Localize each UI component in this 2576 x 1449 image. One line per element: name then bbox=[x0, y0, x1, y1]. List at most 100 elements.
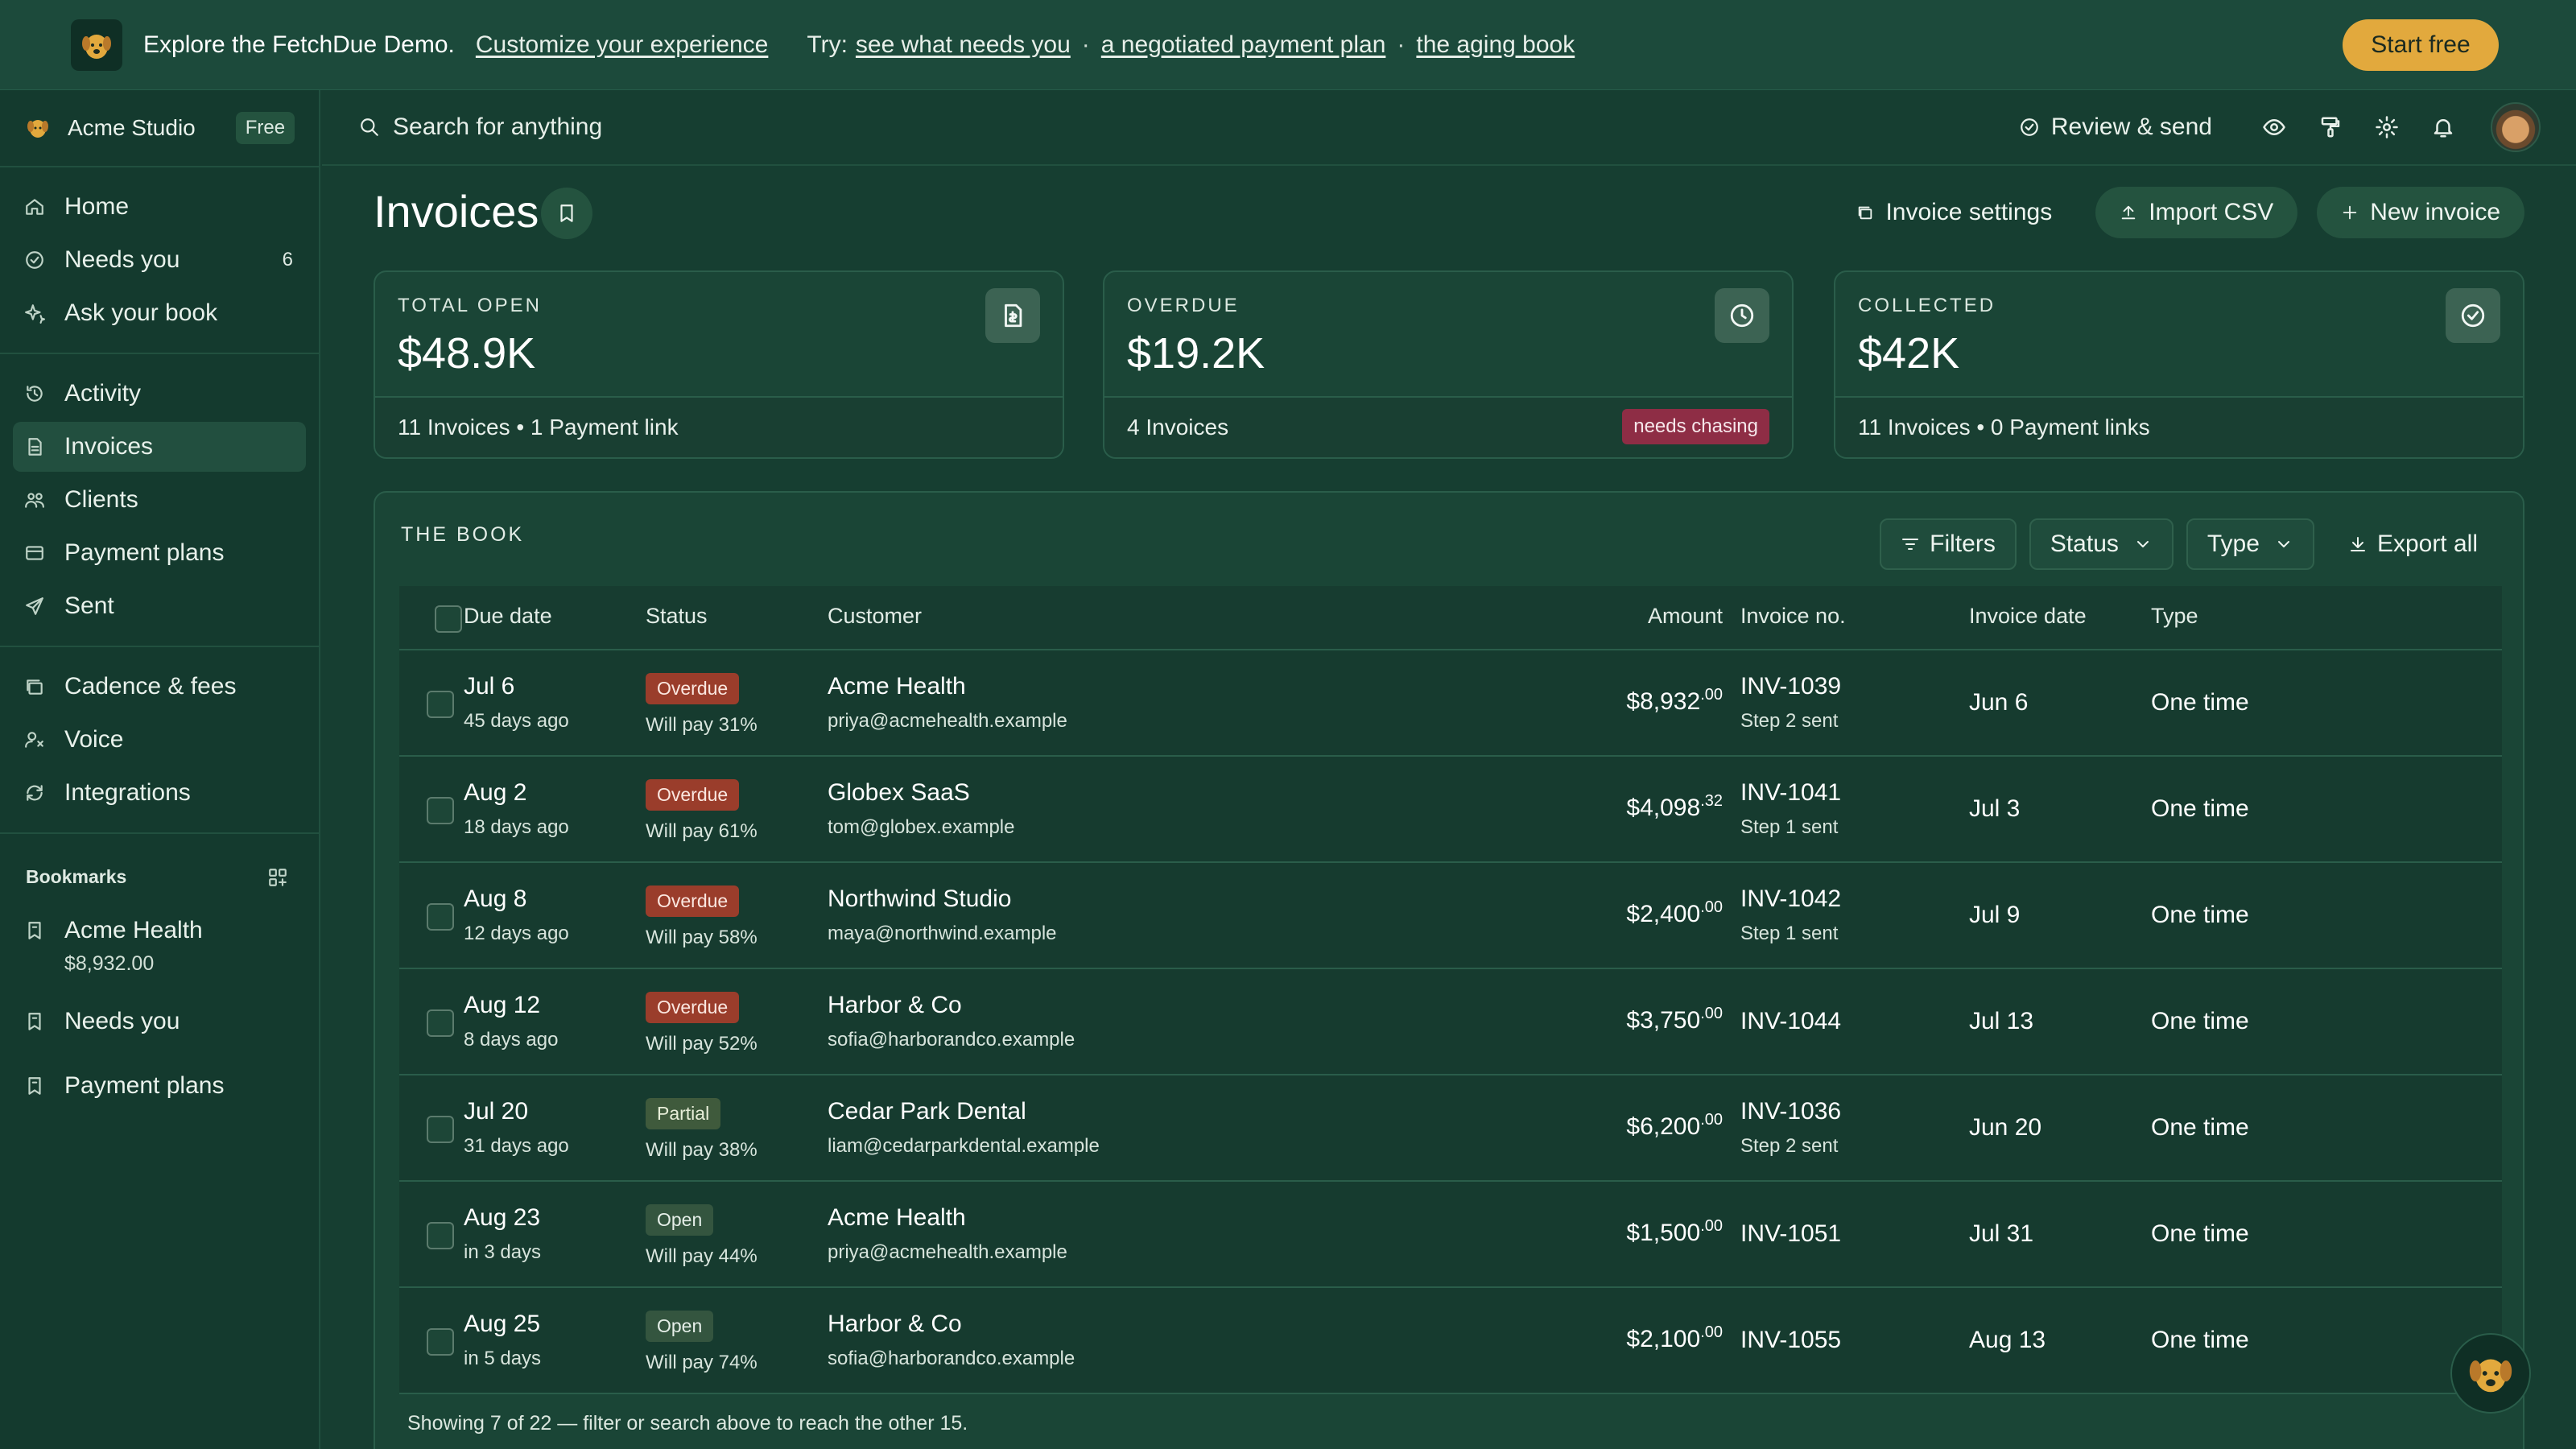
import-csv-button[interactable]: Import CSV bbox=[2095, 187, 2298, 238]
table-row[interactable]: Aug 2 18 days ago Overdue Will pay 61% Globe… bbox=[399, 757, 2502, 863]
bookmark-needs-you[interactable]: Needs you bbox=[0, 997, 319, 1046]
chevron-down-icon bbox=[2274, 535, 2293, 554]
customer-email: priya@acmehealth.example bbox=[828, 1241, 1067, 1263]
needs-you-link[interactable]: see what needs you bbox=[855, 31, 1071, 58]
sidebar-item-clients[interactable]: Clients bbox=[13, 475, 306, 525]
row-checkbox[interactable] bbox=[427, 691, 454, 718]
due-date: Jul 20 bbox=[464, 1098, 529, 1125]
invoice-type: One time bbox=[2151, 1327, 2249, 1353]
sidebar-item-label: Activity bbox=[64, 380, 142, 407]
filters-button[interactable]: Filters bbox=[1880, 518, 2017, 570]
bell-icon[interactable] bbox=[2431, 115, 2455, 139]
due-relative: 12 days ago bbox=[464, 923, 569, 944]
invoice-number[interactable]: INV-1042 bbox=[1740, 886, 1842, 912]
sidebar-item-ask-your-book[interactable]: Ask your book bbox=[13, 288, 306, 338]
table-row[interactable]: Aug 12 8 days ago Overdue Will pay 52% Harbo… bbox=[399, 969, 2502, 1075]
stat-card-total-open[interactable]: TOTAL OPEN $48.9K 11 Invoices • 1 Paymen… bbox=[374, 270, 1064, 459]
workspace-logo-icon bbox=[27, 120, 48, 138]
type-dropdown[interactable]: Type bbox=[2186, 518, 2314, 570]
table-row[interactable]: Jul 20 31 days ago Partial Will pay 38% Ceda… bbox=[399, 1075, 2502, 1182]
status-dropdown[interactable]: Status bbox=[2029, 518, 2174, 570]
invoice-number[interactable]: INV-1041 bbox=[1740, 779, 1842, 806]
start-free-button[interactable]: Start free bbox=[2343, 19, 2499, 71]
invoice-number[interactable]: INV-1036 bbox=[1740, 1098, 1842, 1125]
customer-cell: Acme Health priya@acmehealth.example bbox=[828, 673, 1067, 733]
sidebar-item-sent[interactable]: Sent bbox=[13, 581, 306, 631]
status-cell: Overdue Will pay 52% bbox=[646, 992, 758, 1055]
sidebar-item-integrations[interactable]: Integrations bbox=[13, 768, 306, 818]
column-header-due-date[interactable]: Due date bbox=[464, 604, 552, 628]
customer-name[interactable]: Globex SaaS bbox=[828, 779, 970, 806]
customer-name[interactable]: Acme Health bbox=[828, 673, 966, 700]
bookmark-payment-plans[interactable]: Payment plans bbox=[0, 1061, 319, 1111]
invoice-number[interactable]: INV-1039 bbox=[1740, 673, 1842, 700]
invoice-settings-label: Invoice settings bbox=[1885, 199, 2053, 225]
sidebar-item-invoices[interactable]: Invoices bbox=[13, 422, 306, 472]
customer-name[interactable]: Harbor & Co bbox=[828, 992, 962, 1018]
invoice-type: One time bbox=[2151, 902, 2249, 928]
table-body: Jul 6 45 days ago Overdue Will pay 31% Acme … bbox=[399, 650, 2502, 1394]
invoice-number[interactable]: INV-1051 bbox=[1740, 1220, 1842, 1247]
column-header-invoice-date[interactable]: Invoice date bbox=[1969, 604, 2087, 628]
column-header-type[interactable]: Type bbox=[2151, 604, 2198, 628]
column-header-invoice-no[interactable]: Invoice no. bbox=[1740, 604, 1846, 628]
workspace-switcher[interactable]: Acme Studio Free bbox=[0, 90, 319, 166]
customer-name[interactable]: Acme Health bbox=[828, 1204, 966, 1231]
search-input[interactable]: Search for anything bbox=[359, 114, 602, 141]
row-checkbox[interactable] bbox=[427, 1009, 454, 1037]
aging-book-link[interactable]: the aging book bbox=[1416, 31, 1575, 58]
sidebar-item-label: Cadence & fees bbox=[64, 673, 237, 700]
select-all-checkbox[interactable] bbox=[435, 605, 462, 633]
review-send-button[interactable]: Review & send bbox=[2019, 114, 2212, 141]
row-checkbox[interactable] bbox=[427, 1222, 454, 1249]
sidebar-item-label: Payment plans bbox=[64, 539, 225, 566]
table-row[interactable]: Jul 6 45 days ago Overdue Will pay 31% Acme … bbox=[399, 650, 2502, 757]
table-row[interactable]: Aug 23 in 3 days Open Will pay 44% Acme Heal… bbox=[399, 1182, 2502, 1288]
card-icon bbox=[24, 543, 45, 564]
customize-link[interactable]: Customize your experience bbox=[475, 31, 769, 58]
paint-roller-icon[interactable] bbox=[2318, 115, 2343, 139]
row-checkbox[interactable] bbox=[427, 903, 454, 931]
avatar[interactable] bbox=[2491, 102, 2541, 152]
sidebar-item-activity[interactable]: Activity bbox=[13, 369, 306, 419]
column-header-status[interactable]: Status bbox=[646, 604, 708, 628]
invoice-number[interactable]: INV-1055 bbox=[1740, 1327, 1842, 1353]
customer-name[interactable]: Cedar Park Dental bbox=[828, 1098, 1026, 1125]
sidebar-item-needs-you[interactable]: Needs you 6 bbox=[13, 235, 306, 285]
bookmark-page-button[interactable] bbox=[541, 188, 592, 239]
table-row[interactable]: Aug 8 12 days ago Overdue Will pay 58% North… bbox=[399, 863, 2502, 969]
customer-name[interactable]: Northwind Studio bbox=[828, 886, 1012, 912]
table-row[interactable]: Aug 25 in 5 days Open Will pay 74% Harbor & … bbox=[399, 1288, 2502, 1394]
assistant-button[interactable] bbox=[2450, 1333, 2531, 1414]
eye-icon[interactable] bbox=[2262, 115, 2286, 139]
payment-plan-link[interactable]: a negotiated payment plan bbox=[1100, 31, 1386, 58]
invoice-cell: INV-1039 Step 2 sent bbox=[1740, 673, 1841, 733]
column-header-amount[interactable]: Amount bbox=[1647, 604, 1723, 628]
sidebar-item-payment-plans[interactable]: Payment plans bbox=[13, 528, 306, 578]
stat-card-overdue[interactable]: OVERDUE $19.2K 4 Invoices needs chasing bbox=[1103, 270, 1794, 459]
plan-badge: Free bbox=[235, 112, 295, 144]
gear-icon[interactable] bbox=[2375, 115, 2399, 139]
row-checkbox[interactable] bbox=[427, 1328, 454, 1356]
bookmark-acme-health[interactable]: Acme Health $8,932.00 bbox=[0, 906, 319, 987]
row-checkbox[interactable] bbox=[427, 797, 454, 824]
due-date: Aug 2 bbox=[464, 779, 527, 806]
customer-name[interactable]: Harbor & Co bbox=[828, 1311, 962, 1337]
stat-card-collected[interactable]: COLLECTED $42K 11 Invoices • 0 Payment l… bbox=[1834, 270, 2524, 459]
new-invoice-button[interactable]: New invoice bbox=[2317, 187, 2524, 238]
amount-cents: .00 bbox=[1700, 1323, 1723, 1341]
add-bookmark-icon[interactable] bbox=[267, 867, 288, 888]
sidebar-item-home[interactable]: Home bbox=[13, 182, 306, 232]
row-checkbox[interactable] bbox=[427, 1116, 454, 1143]
sidebar-item-label: Home bbox=[64, 193, 130, 220]
stat-icon-box bbox=[985, 288, 1040, 343]
sidebar-item-label: Clients bbox=[64, 486, 138, 513]
plus-icon bbox=[2341, 204, 2359, 221]
sidebar-item-voice[interactable]: Voice bbox=[13, 715, 306, 765]
invoice-settings-button[interactable]: Invoice settings bbox=[1832, 187, 2076, 238]
column-header-customer[interactable]: Customer bbox=[828, 604, 923, 628]
invoice-number[interactable]: INV-1044 bbox=[1740, 1008, 1842, 1034]
sidebar-item-cadence-fees[interactable]: Cadence & fees bbox=[13, 662, 306, 712]
banner-separator: · bbox=[1397, 31, 1406, 58]
export-all-button[interactable]: Export all bbox=[2327, 518, 2499, 570]
